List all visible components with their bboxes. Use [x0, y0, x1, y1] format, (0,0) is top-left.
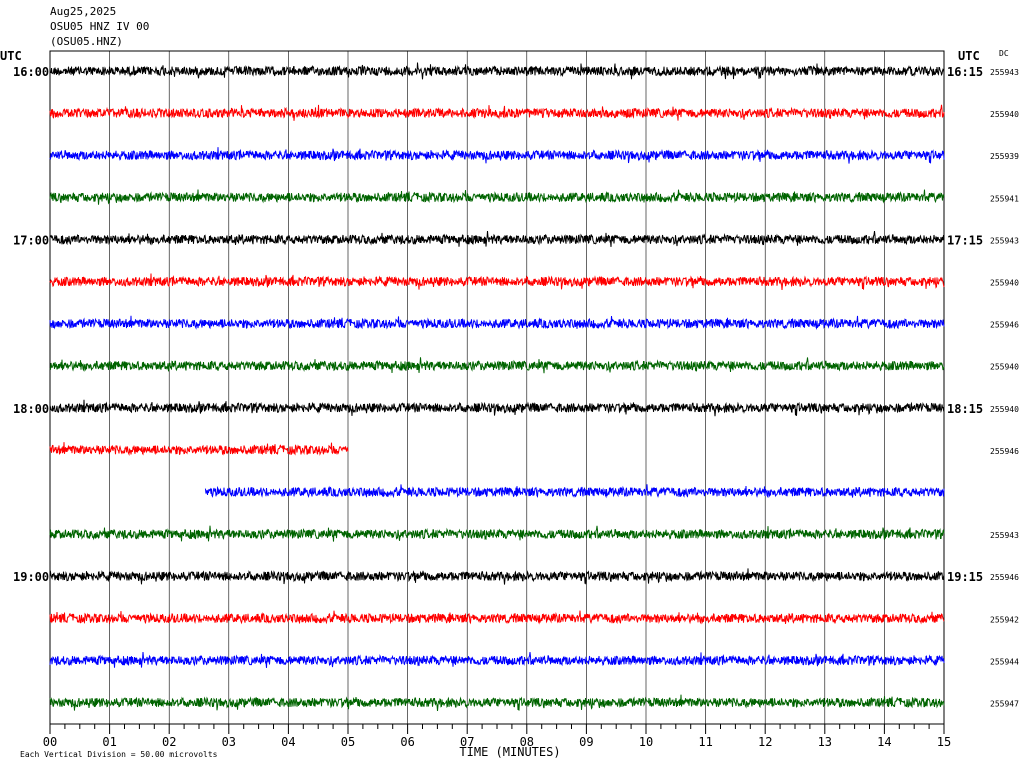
x-axis-label: TIME (MINUTES) [459, 745, 560, 759]
seismic-trace [49, 357, 945, 374]
x-tick-label: 14 [877, 735, 891, 749]
x-tick-label: 09 [579, 735, 593, 749]
hour-label-right: 17:15 [947, 233, 983, 247]
seismic-trace [49, 104, 945, 121]
seismic-trace [49, 442, 349, 457]
dc-value: 255946 [990, 573, 1019, 582]
seismic-trace [49, 525, 945, 542]
dc-value: 255943 [990, 531, 1019, 540]
dc-value: 255943 [990, 236, 1019, 245]
hour-label-left: 16:00 [13, 65, 49, 79]
seismic-trace [49, 273, 945, 290]
x-tick-label: 03 [222, 735, 236, 749]
dc-value: 255941 [990, 194, 1019, 203]
dc-value: 255940 [990, 110, 1019, 119]
dc-value: 255944 [990, 657, 1019, 666]
seismic-trace [49, 399, 945, 417]
hour-label-left: 18:00 [13, 402, 49, 416]
dc-value: 255946 [990, 447, 1019, 456]
dc-value: 255940 [990, 405, 1019, 414]
seismic-trace [49, 651, 945, 668]
seismic-trace [49, 315, 945, 330]
x-tick-label: 07 [460, 735, 474, 749]
dc-value: 255940 [990, 279, 1019, 288]
dc-value: 255942 [990, 615, 1019, 624]
seismic-trace [49, 230, 945, 247]
left-utc-label: UTC [0, 49, 22, 63]
hour-label-left: 19:00 [13, 570, 49, 584]
x-tick-label: 04 [281, 735, 295, 749]
seismic-trace [49, 62, 945, 80]
seismic-trace [49, 694, 945, 711]
x-tick-label: 13 [818, 735, 832, 749]
dc-value: 255940 [990, 363, 1019, 372]
station-label: OSU05 HNZ IV 00 [50, 20, 150, 33]
x-tick-label: 00 [43, 735, 57, 749]
right-utc-label: UTC [958, 49, 980, 63]
seismic-trace [49, 568, 945, 585]
dc-label: DC [999, 49, 1009, 58]
x-tick-label: 12 [758, 735, 772, 749]
x-tick-label: 02 [162, 735, 176, 749]
scale-note: Each Vertical Division = 50.00 microvolt… [20, 750, 218, 759]
dc-value: 255946 [990, 321, 1019, 330]
x-tick-label: 15 [937, 735, 951, 749]
x-tick-label: 11 [698, 735, 712, 749]
x-tick-label: 05 [341, 735, 355, 749]
x-tick-label: 01 [102, 735, 116, 749]
seismic-trace [49, 189, 945, 205]
channel-label: (OSU05.HNZ) [50, 35, 123, 48]
x-tick-label: 10 [639, 735, 653, 749]
hour-label-left: 17:00 [13, 233, 49, 247]
date-label: Aug25,2025 [50, 5, 117, 18]
x-tick-label: 08 [520, 735, 534, 749]
seismic-trace [204, 484, 945, 499]
hour-label-right: 18:15 [947, 402, 983, 416]
dc-value: 255943 [990, 68, 1019, 77]
seismic-trace [49, 147, 945, 164]
hour-label-right: 16:15 [947, 65, 983, 79]
x-tick-label: 06 [400, 735, 414, 749]
dc-value: 255947 [990, 700, 1019, 709]
hour-label-right: 19:15 [947, 570, 983, 584]
seismic-trace [49, 610, 945, 625]
dc-value: 255939 [990, 152, 1019, 161]
